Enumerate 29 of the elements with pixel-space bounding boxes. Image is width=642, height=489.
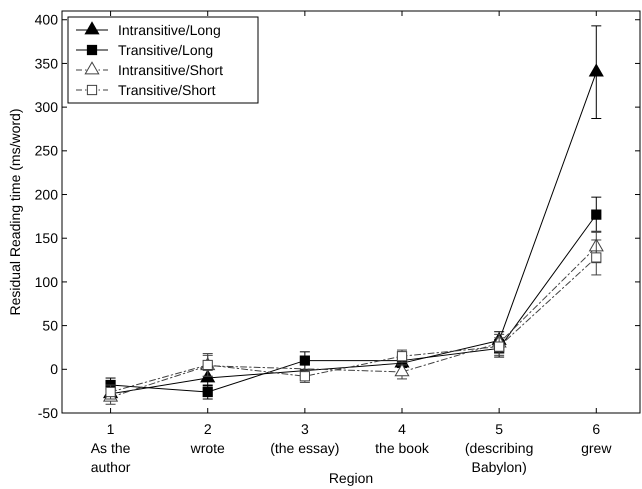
y-axis-title: Residual Reading time (ms/word): [7, 108, 23, 316]
point: [300, 355, 310, 366]
y-tick-label: 350: [34, 55, 58, 72]
point: [589, 64, 604, 77]
x-tick-label: 1 As the author: [90, 421, 131, 475]
legend-label: Transitive/Long: [118, 42, 214, 58]
x-tick-label: 4 the book: [375, 421, 430, 456]
x-tick-label: 2 wrote: [190, 421, 226, 456]
point: [202, 386, 213, 398]
y-tick-label: 0: [50, 361, 58, 378]
y-tick-label: 200: [34, 186, 58, 202]
point: [105, 386, 116, 398]
point: [591, 252, 602, 263]
y-tick-label: 100: [34, 274, 58, 290]
legend-label: Intransitive/Short: [118, 62, 224, 78]
point: [591, 210, 602, 220]
point: [300, 371, 310, 382]
x-axis-title: Region: [328, 470, 374, 486]
legend-label: Intransitive/Long: [118, 22, 221, 38]
y-tick-label: 300: [34, 99, 58, 116]
x-tick-label: 3 (the essay): [270, 421, 340, 456]
y-tick-label: 150: [34, 230, 58, 246]
y-tick-label: 50: [42, 318, 58, 334]
y-tick-label: -50: [38, 404, 58, 421]
y-tick-label: 250: [34, 142, 58, 159]
legend-label: Transitive/Short: [118, 82, 216, 98]
x-tick-label: 6 grew: [581, 421, 612, 456]
y-tick-label: 400: [34, 12, 58, 28]
x-tick-label: 5 (describing Babylon): [464, 421, 534, 475]
